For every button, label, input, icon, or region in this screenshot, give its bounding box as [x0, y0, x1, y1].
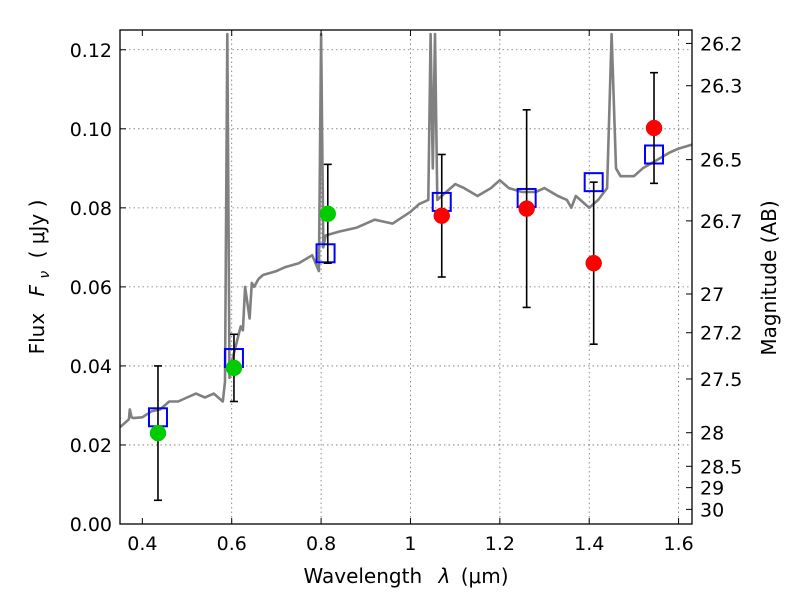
x-tick-label: 1.4: [574, 533, 604, 555]
y-axis-title-text: Flux: [25, 313, 49, 355]
plot-area: [120, 30, 692, 524]
x-tick-label: 1.2: [485, 533, 515, 555]
x-tick-label: 0.8: [306, 533, 336, 555]
y2-axis-title: Magnitude (AB): [757, 200, 781, 355]
data-layer: [119, 32, 693, 502]
x-tick-label: 0.6: [217, 533, 247, 555]
x-tick-label: 0.4: [127, 533, 157, 555]
mag-tick-label: 26.5: [700, 150, 742, 172]
detection-point: [433, 207, 450, 224]
x-axis-title-symbol: λ: [438, 564, 451, 588]
y-axis-title-subscript: ν: [37, 271, 53, 279]
plot-frame: [119, 29, 693, 525]
sed-model-line: [119, 32, 693, 429]
detection-point: [319, 205, 337, 223]
detection-point: [585, 254, 602, 272]
mag-tick-label: 27.2: [700, 323, 742, 345]
mag-tick-label: 30: [700, 499, 724, 521]
y-tick-label: 0.04: [70, 356, 112, 378]
mag-tick-label: 28: [700, 423, 724, 445]
mag-tick-label: 27: [700, 284, 724, 306]
y-tick-label: 0.06: [70, 277, 112, 299]
y-tick-label: 0.08: [70, 198, 112, 220]
y-tick-label: 0.00: [70, 514, 112, 536]
x-tick-label: 1.6: [663, 533, 693, 555]
x-axis-title-unit: (μm): [461, 564, 509, 588]
y-tick-label: 0.12: [70, 40, 112, 62]
y-tick-label: 0.02: [70, 435, 112, 457]
y-axis-title-symbol: F: [25, 284, 49, 296]
x-tick-label: 1: [404, 533, 416, 555]
y-tick-label: 0.10: [70, 119, 112, 141]
mag-tick-label: 26.2: [700, 33, 742, 55]
detection-point: [518, 200, 535, 217]
grid: [120, 30, 692, 524]
model-photometry-square: [315, 243, 336, 264]
detection-point: [225, 359, 243, 377]
axes: 0.4 0.6 0.8 1 1.2 1.4 1.6 0.00 0.02 0.04 0.06 0.08 0…: [70, 30, 742, 555]
mag-tick-label: 26.7: [700, 211, 742, 233]
mag-tick-label: 28.5: [700, 456, 742, 478]
y-axis-title-unit: ( μJy ): [25, 200, 49, 259]
mag-tick-label: 29: [700, 478, 724, 500]
mag-tick-label: 27.5: [700, 369, 742, 391]
detection-point: [645, 119, 663, 137]
y-axis-title: Flux F ν ( μJy ): [25, 200, 54, 355]
x-axis-title: Wavelength λ (μm): [303, 564, 508, 588]
mag-tick-label: 26.3: [700, 76, 742, 98]
x-axis-title-text: Wavelength: [303, 564, 422, 588]
detection-point: [149, 424, 167, 442]
